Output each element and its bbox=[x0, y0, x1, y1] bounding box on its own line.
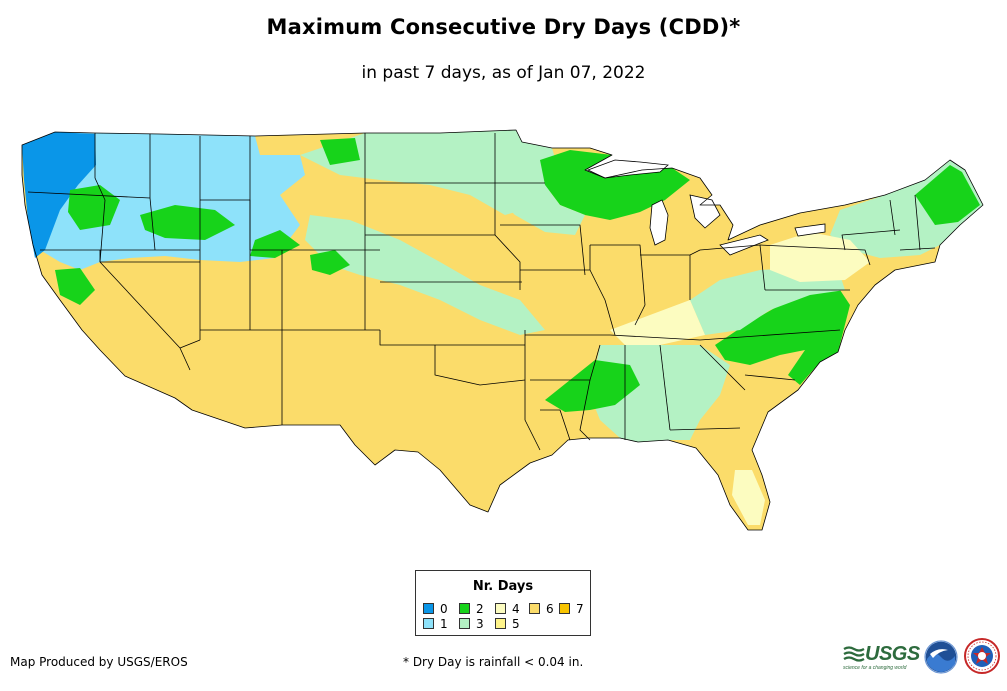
nws-logo bbox=[964, 638, 1000, 674]
us-dry-days-map bbox=[21, 129, 984, 531]
wyoming-green-patch bbox=[250, 230, 300, 258]
legend-swatch bbox=[495, 618, 506, 629]
legend-swatch bbox=[459, 618, 470, 629]
legend-swatch bbox=[559, 603, 570, 614]
map-subtitle: in past 7 days, as of Jan 07, 2022 bbox=[361, 63, 646, 83]
lake-michigan bbox=[649, 199, 669, 246]
legend-swatch bbox=[529, 603, 540, 614]
mid-south-green bbox=[545, 360, 640, 412]
legend-label: 5 bbox=[512, 617, 520, 631]
usgs-logo: USGS science for a changing world bbox=[843, 643, 920, 673]
legend-title: Nr. Days bbox=[472, 579, 534, 594]
maine-green bbox=[915, 165, 980, 225]
legend-label: 3 bbox=[476, 617, 484, 631]
legend-swatch bbox=[459, 603, 470, 614]
conus-outline bbox=[21, 129, 984, 531]
legend-label: 1 bbox=[440, 617, 448, 631]
appalachian-green bbox=[715, 290, 850, 385]
upper-midwest-green bbox=[540, 150, 690, 220]
state-borders bbox=[21, 129, 984, 531]
minnesota-light-green bbox=[488, 170, 585, 235]
lake-huron bbox=[689, 194, 721, 229]
legend-label: 6 bbox=[546, 602, 554, 616]
ohio-valley-pale bbox=[610, 300, 705, 345]
legend-label: 7 bbox=[576, 602, 584, 616]
legend-swatch bbox=[495, 603, 506, 614]
great-lakes bbox=[586, 159, 826, 256]
legend-label: 4 bbox=[512, 602, 520, 616]
lake-ontario bbox=[794, 223, 826, 237]
coast-blue bbox=[22, 132, 96, 258]
legend-label: 2 bbox=[476, 602, 484, 616]
map-title: Maximum Consecutive Dry Days (CDD)* bbox=[266, 15, 741, 39]
new-york-pale bbox=[770, 232, 870, 282]
legend-label: 0 bbox=[440, 602, 448, 616]
noaa-logo bbox=[924, 640, 958, 674]
california-green-patch bbox=[55, 268, 95, 305]
legend-swatch bbox=[423, 618, 434, 629]
legend-swatch bbox=[423, 603, 434, 614]
colorado-green-patch bbox=[310, 250, 350, 275]
footnote-text: * Dry Day is rainfall < 0.04 in. bbox=[403, 655, 584, 669]
lake-erie bbox=[719, 234, 769, 256]
montana-green-patch bbox=[320, 138, 360, 165]
usgs-wordmark: USGS bbox=[865, 643, 920, 665]
florida-pale bbox=[732, 470, 765, 525]
usgs-tagline: science for a changing world bbox=[843, 665, 907, 671]
idaho-green-patch bbox=[140, 205, 235, 240]
legend: Nr. Days 0 1 2 3 4 5 6 7 bbox=[415, 570, 591, 636]
credit-text: Map Produced by USGS/EROS bbox=[10, 655, 188, 669]
usgs-wave-icon bbox=[843, 646, 865, 662]
mid-atlantic-light-green bbox=[690, 268, 845, 335]
